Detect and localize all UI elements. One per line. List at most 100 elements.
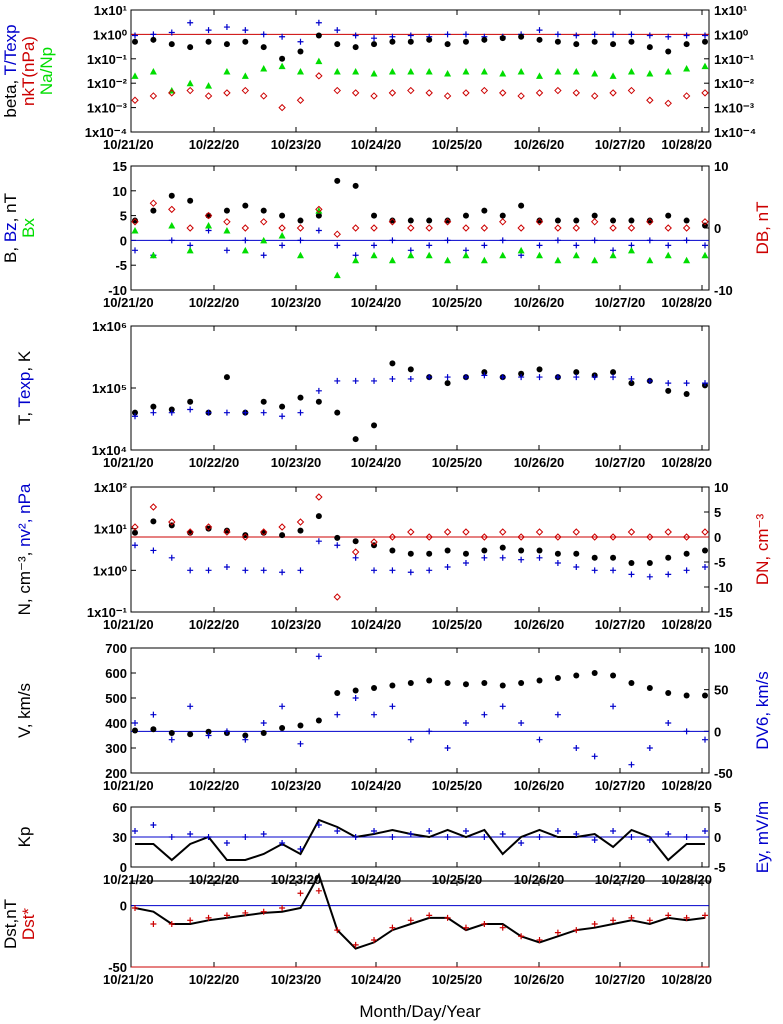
data-point	[407, 366, 414, 373]
data-point	[444, 547, 451, 554]
data-point	[352, 695, 359, 701]
y-tick-label: 600	[105, 666, 127, 681]
data-point	[518, 33, 525, 40]
data-point	[296, 251, 304, 259]
data-point	[683, 256, 691, 264]
data-point	[426, 374, 433, 381]
axis-label-right: DV6, km/s	[753, 671, 772, 749]
data-point	[627, 68, 635, 75]
data-point	[241, 533, 250, 541]
axis-label-ylabel-left: N, cm⁻³, nv², nPa	[15, 483, 34, 615]
data-point	[407, 917, 414, 924]
data-point	[591, 837, 598, 843]
label-part: , K	[15, 350, 34, 371]
data-point	[352, 182, 359, 189]
data-point	[572, 89, 580, 97]
data-point	[351, 548, 360, 556]
data-point	[333, 86, 341, 95]
data-point	[444, 680, 451, 686]
data-point	[646, 745, 653, 751]
data-point	[186, 528, 194, 536]
data-point	[296, 96, 305, 104]
data-point	[241, 224, 250, 232]
data-point	[334, 711, 341, 718]
data-point	[518, 680, 525, 686]
data-point	[499, 35, 506, 42]
label-part: Bz	[1, 222, 20, 242]
data-point	[554, 86, 562, 95]
data-point	[168, 406, 175, 413]
data-point	[242, 834, 249, 840]
data-point	[260, 409, 267, 416]
data-point	[536, 834, 543, 840]
data-point	[407, 224, 415, 232]
data-point	[628, 571, 635, 578]
y-tick-label-right: -5	[714, 860, 726, 875]
y-tick-label: 400	[105, 716, 127, 731]
data-point	[702, 547, 708, 554]
data-point	[665, 690, 672, 696]
data-point	[646, 96, 654, 104]
data-point	[425, 224, 433, 232]
data-point	[389, 682, 396, 689]
data-point	[389, 360, 396, 367]
data-point	[609, 251, 617, 259]
data-point	[573, 550, 580, 557]
data-point	[591, 212, 598, 219]
data-point	[444, 31, 451, 38]
data-point	[371, 377, 378, 384]
data-point	[389, 375, 396, 382]
data-point	[150, 711, 157, 718]
data-point	[241, 72, 249, 79]
data-point	[333, 271, 341, 279]
data-point	[279, 212, 286, 219]
data-point	[315, 212, 322, 219]
data-point	[131, 218, 139, 226]
data-point	[242, 202, 249, 209]
y-tick-label-right: 1x10⁻³	[714, 101, 755, 116]
y-tick-label-right: 5	[714, 505, 721, 520]
y-tick-label: 30	[113, 830, 127, 845]
data-point	[499, 251, 507, 259]
series-bz	[132, 227, 708, 259]
date-label: 10/22/20	[189, 872, 240, 887]
x-axis-title: Month/Day/Year	[359, 1002, 481, 1021]
axis-label-ylabel-left: Dst,nT	[1, 899, 20, 949]
date-label: 10/23/20	[271, 617, 322, 632]
series-v	[132, 670, 708, 739]
data-point	[242, 909, 249, 916]
data-point	[149, 503, 158, 511]
data-point	[573, 369, 580, 376]
date-label: 10/24/20	[351, 617, 402, 632]
data-point	[572, 224, 580, 232]
data-point	[627, 86, 636, 95]
data-point	[334, 534, 341, 541]
series-b	[132, 177, 708, 229]
date-label: 10/27/20	[595, 455, 646, 470]
data-point	[665, 912, 672, 919]
data-point	[665, 554, 672, 561]
data-point	[242, 532, 249, 539]
date-label: 10/23/20	[271, 972, 322, 987]
data-point	[554, 38, 561, 45]
data-point	[187, 398, 194, 405]
data-point	[425, 251, 433, 259]
data-point	[297, 237, 304, 244]
data-point	[481, 711, 488, 718]
y-tick-label-right: -5	[714, 555, 726, 570]
data-point	[242, 732, 249, 739]
data-point	[646, 573, 653, 580]
data-point	[425, 68, 433, 75]
data-point	[168, 192, 175, 199]
data-point	[536, 251, 544, 259]
data-point	[279, 569, 286, 576]
data-point	[609, 89, 617, 97]
data-point	[499, 89, 507, 97]
data-point	[187, 197, 194, 204]
y-tick-label-right: 50	[714, 683, 728, 698]
data-point	[609, 72, 617, 79]
date-label: 10/28/20	[661, 617, 712, 632]
data-point	[535, 528, 544, 536]
data-point	[554, 711, 561, 718]
date-labels: 10/21/20 10/22/20 10/23/20 10/24/20 10/25/20…	[103, 295, 712, 310]
